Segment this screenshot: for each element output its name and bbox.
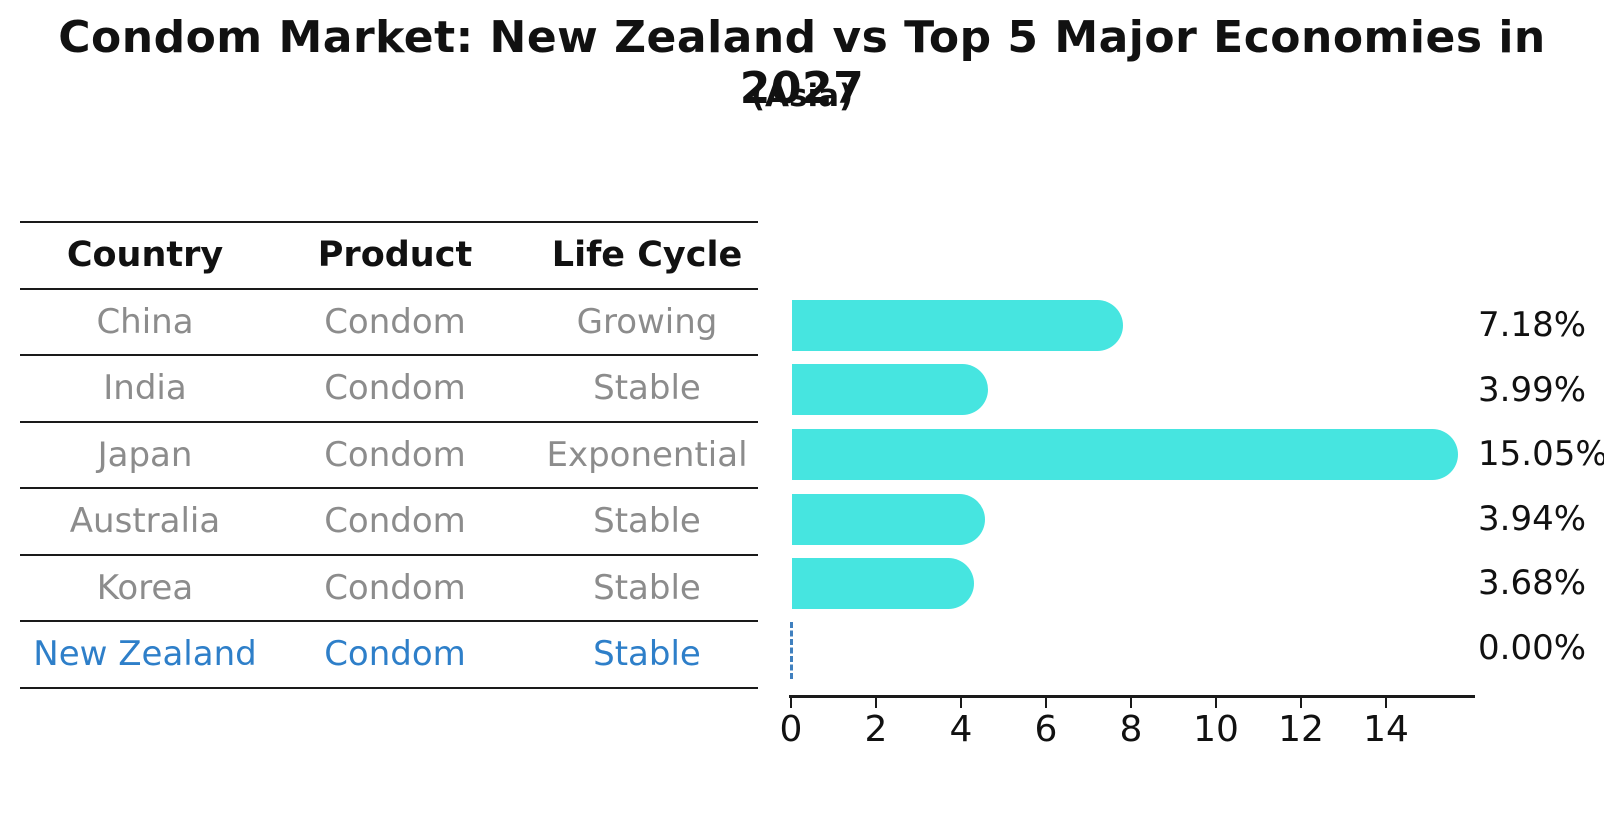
country-cell: Australia bbox=[69, 501, 221, 541]
country-cell: Japan bbox=[97, 435, 193, 475]
table-row: China Condom Growing bbox=[20, 302, 774, 342]
product-cell: Condom bbox=[324, 302, 466, 342]
table-rule bbox=[20, 687, 758, 689]
bar-korea bbox=[792, 558, 975, 609]
x-axis-tick-label: 12 bbox=[1278, 709, 1324, 750]
zero-value-dashed-marker bbox=[790, 622, 793, 679]
table-header-row: Country Product Life Cycle bbox=[20, 235, 774, 275]
x-axis-tick bbox=[960, 698, 962, 708]
x-axis-tick bbox=[1215, 698, 1217, 708]
life-cycle-cell: Stable bbox=[593, 568, 701, 608]
life-cycle-cell: Stable bbox=[593, 501, 701, 541]
table-rule bbox=[20, 620, 758, 622]
x-axis-tick bbox=[1385, 698, 1387, 708]
value-label: 3.99% bbox=[1478, 370, 1587, 410]
table-row: Korea Condom Stable bbox=[20, 568, 774, 608]
x-axis-tick bbox=[1130, 698, 1132, 708]
value-label: 3.68% bbox=[1478, 563, 1587, 603]
x-axis-tick-label: 4 bbox=[949, 709, 973, 750]
chart-title: Condom Market: New Zealand vs Top 5 Majo… bbox=[58, 12, 1546, 114]
table-rule bbox=[20, 221, 758, 223]
value-label: 3.94% bbox=[1478, 499, 1587, 539]
x-axis-spine bbox=[789, 695, 1475, 698]
value-label: 15.05% bbox=[1478, 434, 1604, 474]
life-cycle-cell: Growing bbox=[576, 302, 718, 342]
x-axis-tick-label: 2 bbox=[864, 709, 888, 750]
column-header-life-cycle: Life Cycle bbox=[551, 235, 743, 275]
product-cell: Condom bbox=[324, 435, 466, 475]
table-row: India Condom Stable bbox=[20, 368, 774, 408]
bar-china bbox=[792, 300, 1124, 351]
country-cell: China bbox=[96, 302, 194, 342]
table-rule bbox=[20, 288, 758, 290]
product-cell: Condom bbox=[324, 501, 466, 541]
bar-japan bbox=[792, 429, 1458, 480]
x-axis-tick-label: 14 bbox=[1363, 709, 1409, 750]
bar-india bbox=[792, 364, 988, 415]
country-cell: Korea bbox=[96, 568, 194, 608]
table-rule bbox=[20, 421, 758, 423]
life-cycle-cell: Stable bbox=[593, 368, 701, 408]
life-cycle-cell: Stable bbox=[593, 634, 701, 674]
x-axis-tick bbox=[875, 698, 877, 708]
x-axis-tick-label: 6 bbox=[1034, 709, 1058, 750]
value-label: 7.18% bbox=[1478, 305, 1587, 345]
table-rule bbox=[20, 554, 758, 556]
table-rule bbox=[20, 487, 758, 489]
product-cell: Condom bbox=[324, 568, 466, 608]
table-rule bbox=[20, 354, 758, 356]
x-axis-tick-label: 0 bbox=[779, 709, 803, 750]
x-axis-tick bbox=[1045, 698, 1047, 708]
life-cycle-cell: Exponential bbox=[546, 435, 748, 475]
table-row: Australia Condom Stable bbox=[20, 501, 774, 541]
column-header-product: Product bbox=[317, 235, 473, 275]
value-label: 0.00% bbox=[1478, 628, 1587, 668]
product-cell: Condom bbox=[324, 634, 466, 674]
table-row: Japan Condom Exponential bbox=[20, 435, 774, 475]
product-cell: Condom bbox=[324, 368, 466, 408]
bar-australia bbox=[792, 494, 986, 545]
x-axis-tick-label: 8 bbox=[1119, 709, 1143, 750]
country-cell: India bbox=[103, 368, 187, 408]
x-axis-tick-label: 10 bbox=[1193, 709, 1239, 750]
x-axis-tick bbox=[1300, 698, 1302, 708]
column-header-country: Country bbox=[66, 235, 224, 275]
chart-subtitle: (Asia) bbox=[750, 78, 854, 114]
x-axis-tick bbox=[790, 698, 792, 708]
table-row-new-zealand: New Zealand Condom Stable bbox=[20, 634, 774, 674]
country-cell: New Zealand bbox=[33, 634, 257, 674]
